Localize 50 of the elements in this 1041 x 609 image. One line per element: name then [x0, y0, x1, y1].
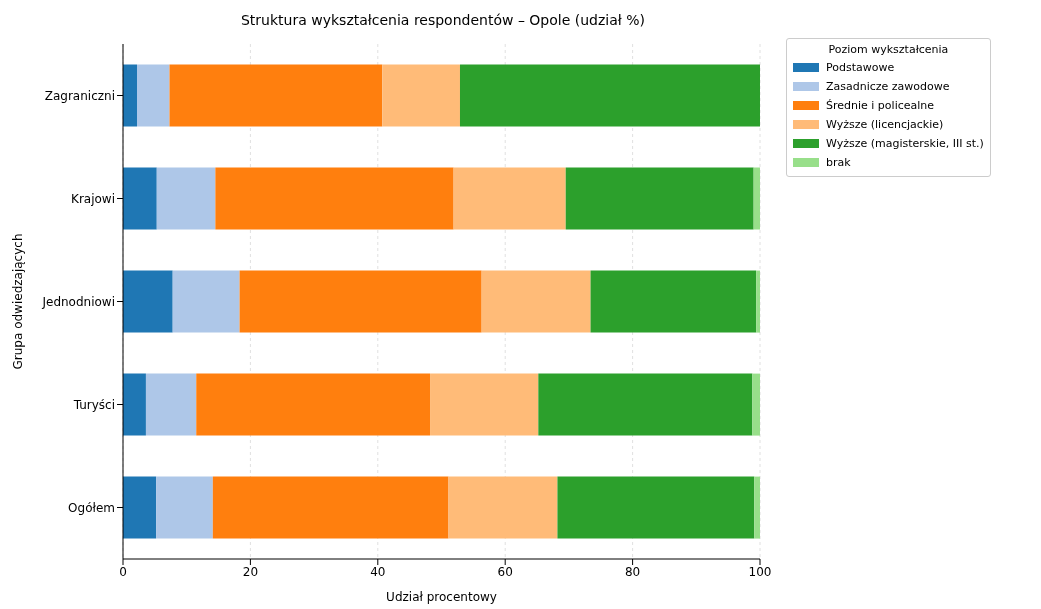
x-tick-label: 60 — [497, 564, 513, 579]
x-tick-label: 20 — [242, 564, 259, 579]
x-tick-label: 80 — [624, 564, 641, 579]
bar — [123, 476, 157, 539]
legend-label: Wyższe (licencjackie) — [826, 118, 944, 131]
y-tick-label: Ogółem — [68, 500, 115, 515]
bar — [754, 476, 760, 539]
legend-title: Poziom wykształcenia — [827, 43, 950, 56]
bar — [123, 270, 173, 333]
chart-title: Struktura wykształcenia respondentów – Opole (udział %) — [240, 11, 646, 30]
bar — [459, 64, 760, 127]
bar — [172, 270, 240, 333]
bar — [756, 270, 760, 333]
bar — [137, 64, 170, 127]
bar — [169, 64, 383, 127]
y-tick-label: Krajowi — [71, 191, 115, 206]
legend-label: Średnie i policealne — [826, 99, 935, 112]
bar — [538, 373, 753, 436]
x-tick-label: 0 — [119, 564, 127, 579]
bar — [123, 167, 157, 230]
legend-label: Wyższe (magisterskie, III st.) — [826, 137, 984, 150]
bar — [156, 476, 213, 539]
x-axis-title: Udział procentowy — [386, 590, 497, 604]
y-tick-label: Turyści — [72, 397, 115, 412]
bar — [481, 270, 591, 333]
bar — [430, 373, 539, 436]
bar — [448, 476, 558, 539]
x-tick-label: 100 — [748, 564, 772, 579]
legend-label: Zasadnicze zawodowe — [826, 80, 950, 93]
bar — [156, 167, 216, 230]
bar — [557, 476, 755, 539]
y-tick-label: Jednodniowi — [41, 294, 115, 309]
bar — [565, 167, 754, 230]
bar — [215, 167, 454, 230]
bar — [145, 373, 197, 436]
bar — [239, 270, 482, 333]
bar — [212, 476, 449, 539]
bar — [453, 167, 566, 230]
legend-label: Podstawowe — [826, 61, 895, 74]
x-tick-label: 40 — [370, 564, 386, 579]
bar — [752, 373, 760, 436]
legend-label: brak — [826, 156, 851, 169]
bar — [196, 373, 431, 436]
bar — [382, 64, 460, 127]
bar — [590, 270, 757, 333]
bar — [123, 373, 146, 436]
bar — [123, 64, 138, 127]
y-axis-title: Grupa odwiedzających — [11, 233, 26, 370]
bar — [753, 167, 760, 230]
y-tick-label: Zagraniczni — [44, 88, 115, 103]
